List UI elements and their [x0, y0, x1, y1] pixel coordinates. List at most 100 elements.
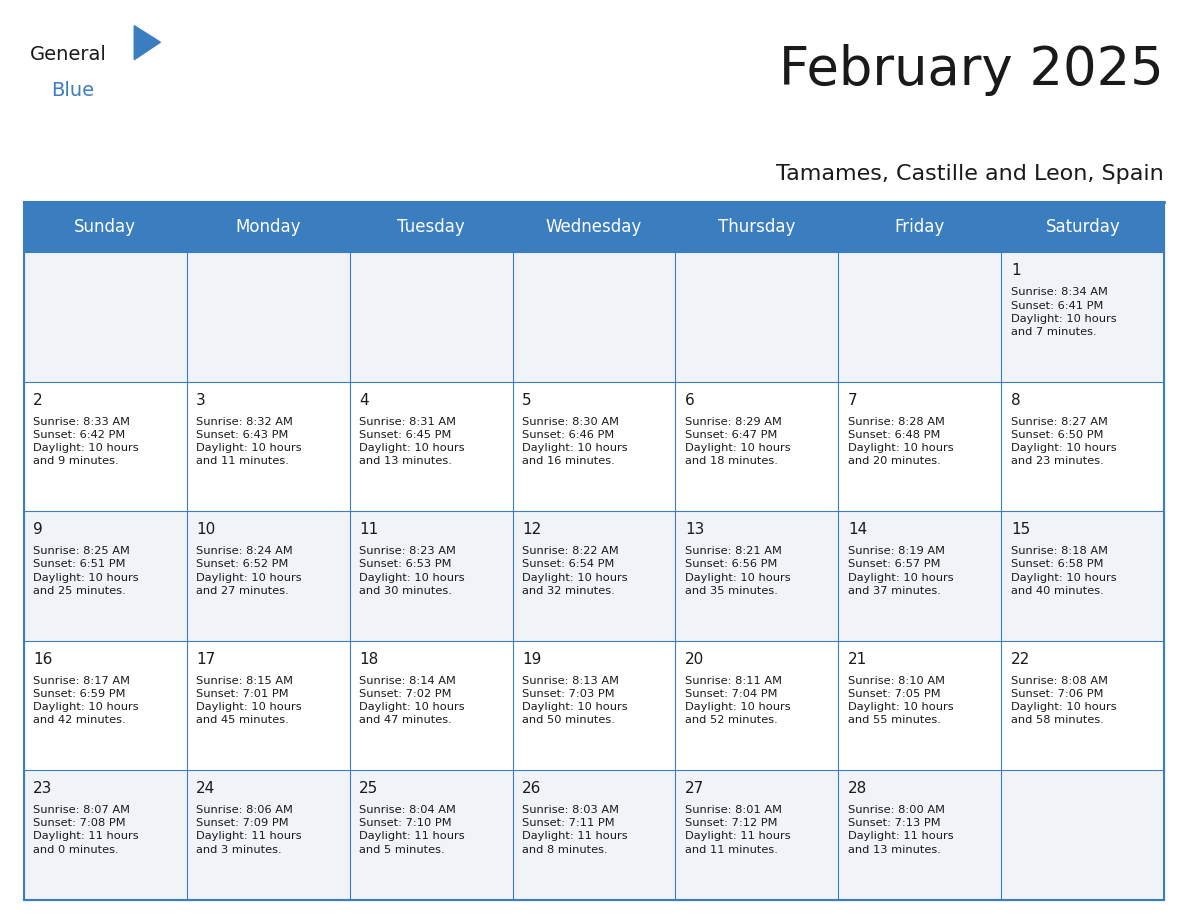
Text: Monday: Monday: [235, 218, 301, 236]
Text: 5: 5: [522, 393, 532, 408]
Bar: [187, 252, 349, 382]
Text: 25: 25: [359, 781, 378, 796]
Text: 18: 18: [359, 652, 378, 666]
Text: Sunrise: 8:28 AM
Sunset: 6:48 PM
Daylight: 10 hours
and 20 minutes.: Sunrise: 8:28 AM Sunset: 6:48 PM Dayligh…: [848, 417, 954, 466]
Text: Sunrise: 8:03 AM
Sunset: 7:11 PM
Daylight: 11 hours
and 8 minutes.: Sunrise: 8:03 AM Sunset: 7:11 PM Dayligh…: [522, 805, 627, 855]
Text: Tamames, Castille and Leon, Spain: Tamames, Castille and Leon, Spain: [777, 163, 1164, 184]
Text: Sunrise: 8:23 AM
Sunset: 6:53 PM
Daylight: 10 hours
and 30 minutes.: Sunrise: 8:23 AM Sunset: 6:53 PM Dayligh…: [359, 546, 465, 596]
Text: Sunrise: 8:21 AM
Sunset: 6:56 PM
Daylight: 10 hours
and 35 minutes.: Sunrise: 8:21 AM Sunset: 6:56 PM Dayligh…: [685, 546, 790, 596]
Text: 1: 1: [1011, 263, 1020, 278]
Text: 22: 22: [1011, 652, 1030, 666]
Text: 16: 16: [33, 652, 52, 666]
Text: Sunrise: 8:04 AM
Sunset: 7:10 PM
Daylight: 11 hours
and 5 minutes.: Sunrise: 8:04 AM Sunset: 7:10 PM Dayligh…: [359, 805, 465, 855]
Bar: [839, 382, 1001, 511]
Text: General: General: [30, 45, 107, 64]
Bar: [1001, 511, 1164, 641]
Bar: [839, 252, 1001, 382]
Bar: [24, 770, 187, 900]
Text: Sunrise: 8:17 AM
Sunset: 6:59 PM
Daylight: 10 hours
and 42 minutes.: Sunrise: 8:17 AM Sunset: 6:59 PM Dayligh…: [33, 676, 139, 725]
Text: Sunrise: 8:01 AM
Sunset: 7:12 PM
Daylight: 11 hours
and 11 minutes.: Sunrise: 8:01 AM Sunset: 7:12 PM Dayligh…: [685, 805, 790, 855]
Bar: [349, 252, 512, 382]
Bar: [24, 202, 1164, 900]
Bar: [349, 641, 512, 770]
Bar: [676, 382, 839, 511]
Text: 11: 11: [359, 522, 378, 537]
Bar: [349, 770, 512, 900]
Bar: [349, 382, 512, 511]
Text: 6: 6: [685, 393, 695, 408]
Text: 19: 19: [522, 652, 542, 666]
Text: 24: 24: [196, 781, 215, 796]
Text: Sunrise: 8:24 AM
Sunset: 6:52 PM
Daylight: 10 hours
and 27 minutes.: Sunrise: 8:24 AM Sunset: 6:52 PM Dayligh…: [196, 546, 302, 596]
Bar: [187, 511, 349, 641]
Text: February 2025: February 2025: [779, 44, 1164, 96]
Text: Sunrise: 8:33 AM
Sunset: 6:42 PM
Daylight: 10 hours
and 9 minutes.: Sunrise: 8:33 AM Sunset: 6:42 PM Dayligh…: [33, 417, 139, 466]
Text: Friday: Friday: [895, 218, 944, 236]
Text: 12: 12: [522, 522, 542, 537]
Text: Sunrise: 8:18 AM
Sunset: 6:58 PM
Daylight: 10 hours
and 40 minutes.: Sunrise: 8:18 AM Sunset: 6:58 PM Dayligh…: [1011, 546, 1117, 596]
Bar: [512, 641, 676, 770]
Text: 8: 8: [1011, 393, 1020, 408]
Text: Sunrise: 8:31 AM
Sunset: 6:45 PM
Daylight: 10 hours
and 13 minutes.: Sunrise: 8:31 AM Sunset: 6:45 PM Dayligh…: [359, 417, 465, 466]
Bar: [839, 511, 1001, 641]
Bar: [24, 382, 187, 511]
Text: Sunrise: 8:29 AM
Sunset: 6:47 PM
Daylight: 10 hours
and 18 minutes.: Sunrise: 8:29 AM Sunset: 6:47 PM Dayligh…: [685, 417, 790, 466]
Text: 4: 4: [359, 393, 368, 408]
Bar: [349, 511, 512, 641]
Text: Sunrise: 8:15 AM
Sunset: 7:01 PM
Daylight: 10 hours
and 45 minutes.: Sunrise: 8:15 AM Sunset: 7:01 PM Dayligh…: [196, 676, 302, 725]
Text: Tuesday: Tuesday: [397, 218, 465, 236]
Text: Sunrise: 8:30 AM
Sunset: 6:46 PM
Daylight: 10 hours
and 16 minutes.: Sunrise: 8:30 AM Sunset: 6:46 PM Dayligh…: [522, 417, 627, 466]
Text: Sunrise: 8:27 AM
Sunset: 6:50 PM
Daylight: 10 hours
and 23 minutes.: Sunrise: 8:27 AM Sunset: 6:50 PM Dayligh…: [1011, 417, 1117, 466]
Text: 10: 10: [196, 522, 215, 537]
Text: 13: 13: [685, 522, 704, 537]
Text: 17: 17: [196, 652, 215, 666]
Bar: [187, 641, 349, 770]
Bar: [24, 252, 187, 382]
Text: 28: 28: [848, 781, 867, 796]
Bar: [676, 770, 839, 900]
Bar: [1001, 252, 1164, 382]
Text: Sunrise: 8:22 AM
Sunset: 6:54 PM
Daylight: 10 hours
and 32 minutes.: Sunrise: 8:22 AM Sunset: 6:54 PM Dayligh…: [522, 546, 627, 596]
Text: 20: 20: [685, 652, 704, 666]
Bar: [1001, 382, 1164, 511]
Text: Sunrise: 8:08 AM
Sunset: 7:06 PM
Daylight: 10 hours
and 58 minutes.: Sunrise: 8:08 AM Sunset: 7:06 PM Dayligh…: [1011, 676, 1117, 725]
Polygon shape: [134, 26, 160, 60]
Text: Sunrise: 8:19 AM
Sunset: 6:57 PM
Daylight: 10 hours
and 37 minutes.: Sunrise: 8:19 AM Sunset: 6:57 PM Dayligh…: [848, 546, 954, 596]
Text: Thursday: Thursday: [719, 218, 796, 236]
Text: Sunrise: 8:32 AM
Sunset: 6:43 PM
Daylight: 10 hours
and 11 minutes.: Sunrise: 8:32 AM Sunset: 6:43 PM Dayligh…: [196, 417, 302, 466]
Text: Sunrise: 8:00 AM
Sunset: 7:13 PM
Daylight: 11 hours
and 13 minutes.: Sunrise: 8:00 AM Sunset: 7:13 PM Dayligh…: [848, 805, 954, 855]
Bar: [1001, 641, 1164, 770]
Text: 27: 27: [685, 781, 704, 796]
Bar: [24, 641, 187, 770]
Bar: [24, 511, 187, 641]
Text: Wednesday: Wednesday: [545, 218, 643, 236]
Text: 26: 26: [522, 781, 542, 796]
Text: Sunrise: 8:25 AM
Sunset: 6:51 PM
Daylight: 10 hours
and 25 minutes.: Sunrise: 8:25 AM Sunset: 6:51 PM Dayligh…: [33, 546, 139, 596]
Bar: [512, 382, 676, 511]
Bar: [676, 511, 839, 641]
Text: Sunrise: 8:34 AM
Sunset: 6:41 PM
Daylight: 10 hours
and 7 minutes.: Sunrise: 8:34 AM Sunset: 6:41 PM Dayligh…: [1011, 287, 1117, 337]
Bar: [512, 770, 676, 900]
Text: 15: 15: [1011, 522, 1030, 537]
Text: 3: 3: [196, 393, 206, 408]
Text: Blue: Blue: [51, 81, 94, 100]
Text: 7: 7: [848, 393, 858, 408]
Bar: [676, 641, 839, 770]
Bar: [839, 641, 1001, 770]
Bar: [187, 770, 349, 900]
Text: 23: 23: [33, 781, 52, 796]
Text: 2: 2: [33, 393, 43, 408]
Text: Sunrise: 8:07 AM
Sunset: 7:08 PM
Daylight: 11 hours
and 0 minutes.: Sunrise: 8:07 AM Sunset: 7:08 PM Dayligh…: [33, 805, 139, 855]
Bar: [839, 770, 1001, 900]
Bar: [512, 511, 676, 641]
Bar: [512, 252, 676, 382]
Text: Sunday: Sunday: [74, 218, 137, 236]
Bar: [24, 202, 1164, 252]
Bar: [187, 382, 349, 511]
Text: Sunrise: 8:10 AM
Sunset: 7:05 PM
Daylight: 10 hours
and 55 minutes.: Sunrise: 8:10 AM Sunset: 7:05 PM Dayligh…: [848, 676, 954, 725]
Bar: [676, 252, 839, 382]
Text: 9: 9: [33, 522, 43, 537]
Bar: [1001, 770, 1164, 900]
Text: Sunrise: 8:13 AM
Sunset: 7:03 PM
Daylight: 10 hours
and 50 minutes.: Sunrise: 8:13 AM Sunset: 7:03 PM Dayligh…: [522, 676, 627, 725]
Text: 21: 21: [848, 652, 867, 666]
